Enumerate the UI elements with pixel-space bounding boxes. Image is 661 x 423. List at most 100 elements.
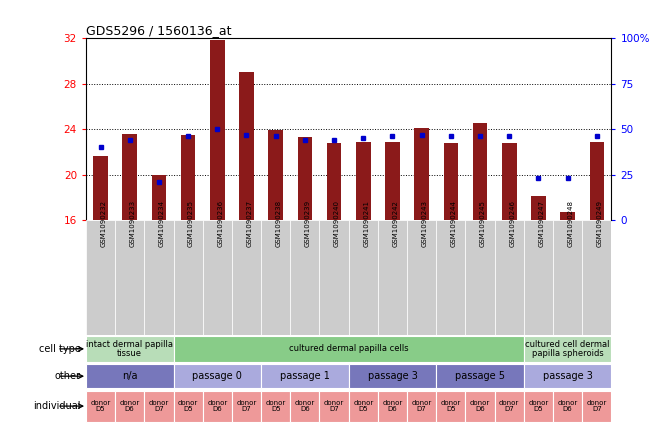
Text: GSM1090248: GSM1090248 [568,200,574,247]
Text: GSM1090234: GSM1090234 [159,200,165,247]
Text: GSM1090249: GSM1090249 [597,200,603,247]
Text: donor
D5: donor D5 [528,400,549,412]
Text: GSM1090239: GSM1090239 [305,200,311,247]
Bar [203,390,232,422]
Text: n/a: n/a [122,371,137,381]
Bar [144,220,173,335]
Bar [444,143,458,220]
Bar [203,220,232,335]
Bar [473,124,487,220]
Bar [173,220,203,335]
Bar [115,220,144,335]
Bar [531,196,546,220]
Bar [524,336,611,362]
Bar [378,390,407,422]
Text: donor
D5: donor D5 [178,400,198,412]
Text: donor
D5: donor D5 [441,400,461,412]
Text: donor
D5: donor D5 [353,400,373,412]
Bar [414,128,429,220]
Text: GSM1090237: GSM1090237 [247,200,253,247]
Bar [173,336,524,362]
Text: GSM1090247: GSM1090247 [539,200,545,247]
Text: donor
D7: donor D7 [499,400,520,412]
Bar [407,390,436,422]
Bar [465,220,494,335]
Text: donor
D6: donor D6 [207,400,227,412]
Bar [524,390,553,422]
Text: passage 1: passage 1 [280,371,330,381]
Text: GSM1090233: GSM1090233 [130,200,136,247]
Bar [261,220,290,335]
Bar [524,220,553,335]
Bar [232,220,261,335]
Text: GSM1090245: GSM1090245 [480,200,486,247]
Bar [378,220,407,335]
Text: passage 3: passage 3 [368,371,417,381]
Text: GSM1090244: GSM1090244 [451,200,457,247]
Bar [86,390,115,422]
Bar [297,137,312,220]
Bar [173,390,203,422]
Bar [494,390,524,422]
Bar [232,390,261,422]
Text: donor
D6: donor D6 [295,400,315,412]
Bar [436,364,524,388]
Bar [144,390,173,422]
Text: intact dermal papilla
tissue: intact dermal papilla tissue [86,340,173,358]
Bar [86,336,173,362]
Bar [319,220,349,335]
Text: passage 0: passage 0 [192,371,242,381]
Text: donor
D6: donor D6 [470,400,490,412]
Text: passage 5: passage 5 [455,371,505,381]
Text: donor
D7: donor D7 [587,400,607,412]
Text: cell type: cell type [39,344,81,354]
Text: cultured dermal papilla cells: cultured dermal papilla cells [289,344,408,353]
Bar [436,390,465,422]
Bar [553,220,582,335]
Bar [290,390,319,422]
Text: donor
D6: donor D6 [382,400,403,412]
Bar [436,220,465,335]
Bar [582,390,611,422]
Text: donor
D7: donor D7 [412,400,432,412]
Bar [151,175,166,220]
Text: GSM1090240: GSM1090240 [334,200,340,247]
Bar [173,364,261,388]
Text: GDS5296 / 1560136_at: GDS5296 / 1560136_at [86,24,231,37]
Bar [465,390,494,422]
Bar [181,135,196,220]
Bar [268,130,283,220]
Bar [86,364,173,388]
Bar [561,212,575,220]
Text: GSM1090242: GSM1090242 [393,200,399,247]
Bar [327,143,341,220]
Bar [553,390,582,422]
Text: other: other [55,371,81,381]
Bar [407,220,436,335]
Text: donor
D7: donor D7 [149,400,169,412]
Bar [590,142,604,220]
Bar [349,390,378,422]
Text: donor
D5: donor D5 [91,400,110,412]
Text: GSM1090236: GSM1090236 [217,200,223,247]
Text: donor
D5: donor D5 [266,400,286,412]
Bar [86,220,115,335]
Text: individual: individual [33,401,81,411]
Bar [290,220,319,335]
Bar [93,157,108,220]
Text: donor
D7: donor D7 [324,400,344,412]
Bar [261,364,349,388]
Text: donor
D6: donor D6 [557,400,578,412]
Bar [122,134,137,220]
Text: passage 3: passage 3 [543,371,592,381]
Text: GSM1090241: GSM1090241 [364,200,369,247]
Text: cultured cell dermal
papilla spheroids: cultured cell dermal papilla spheroids [525,340,610,358]
Text: GSM1090232: GSM1090232 [100,200,106,247]
Text: donor
D6: donor D6 [120,400,140,412]
Text: GSM1090235: GSM1090235 [188,200,194,247]
Text: GSM1090238: GSM1090238 [276,200,282,247]
Bar [582,220,611,335]
Bar [210,40,225,220]
Bar [524,364,611,388]
Text: GSM1090243: GSM1090243 [422,200,428,247]
